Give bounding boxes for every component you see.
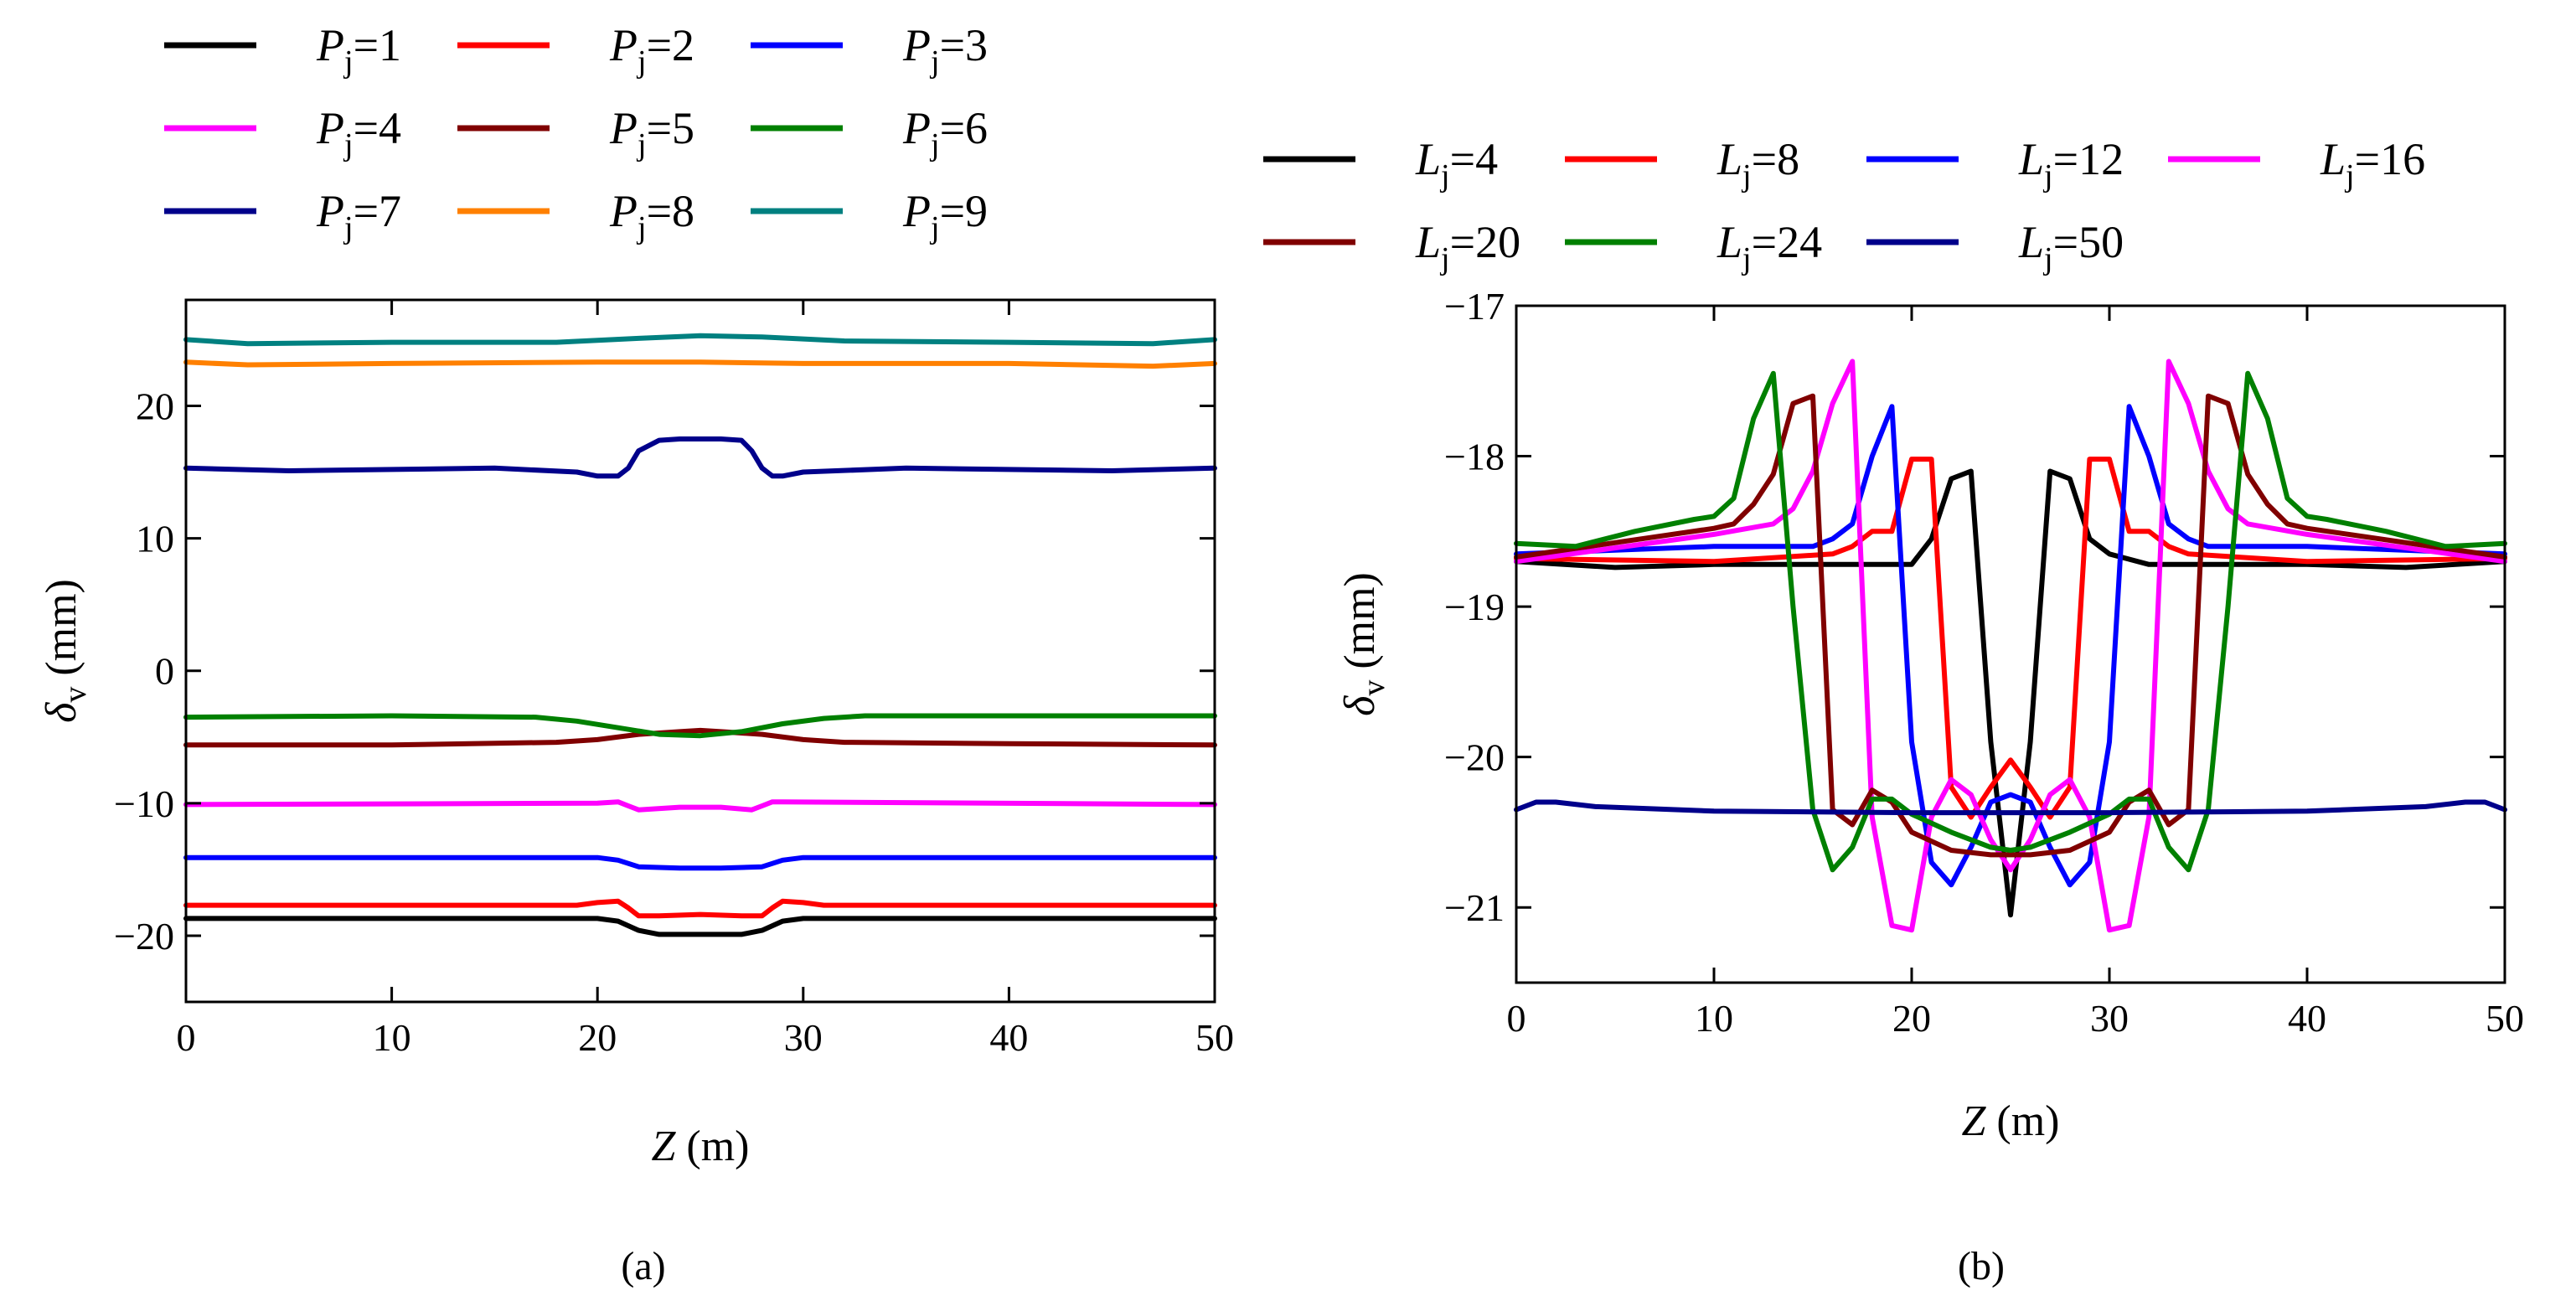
- legend-item: Pj=1: [164, 20, 401, 80]
- legend-item: Pj=2: [457, 20, 694, 80]
- x-tick-label: 50: [1195, 1016, 1234, 1059]
- y-tick-label: 0: [155, 650, 174, 693]
- legend-item: Lj=12: [1866, 134, 2124, 194]
- x-tick-label: 50: [2486, 997, 2524, 1040]
- series-line-pj-3: [183, 854, 1217, 871]
- legend-item: Pj=4: [164, 103, 401, 163]
- plot-a-ylabel: δv (mm): [38, 579, 93, 723]
- plot-b-ticks: 0 10 20 30 40 50 −21 −20 −19 −18 −17: [1444, 285, 2524, 1040]
- legend-item: Lj=20: [1263, 217, 1520, 276]
- y-tick-label: 20: [136, 385, 174, 427]
- series-line-pj-8: [183, 359, 1217, 369]
- legend-label: Pj=2: [609, 20, 694, 80]
- legend-label: Lj=50: [2018, 217, 2124, 276]
- series-line-lj-24: [1514, 370, 2507, 873]
- series-line-pj-4: [183, 799, 1217, 813]
- caption-a: (a): [621, 1244, 665, 1288]
- caption-b: (b): [1958, 1244, 2005, 1288]
- plot-b-ylabel: δv (mm): [1336, 572, 1391, 716]
- plot-a-frame: [184, 298, 1216, 1004]
- y-tick-label: −20: [114, 915, 174, 958]
- x-tick-label: 0: [177, 1016, 196, 1059]
- x-tick-label: 20: [578, 1016, 617, 1059]
- legend-a: Pj=1 Pj=2 Pj=3 Pj=4 Pj=5 Pj=6 Pj=7 Pj=8 Pj=9: [164, 20, 988, 245]
- y-tick-label: −19: [1444, 586, 1505, 628]
- legend-label: Pj=9: [902, 186, 988, 245]
- plot-a-xlabel: Z (m): [651, 1123, 749, 1170]
- series-line-pj-5: [183, 727, 1217, 748]
- y-tick-label: −10: [114, 782, 174, 825]
- plot-a-ticks: 0 10 20 30 40 50 −20 −10 0 10 20: [114, 300, 1234, 1059]
- series-line-lj-50: [1514, 799, 2507, 816]
- legend-label: Pj=1: [316, 20, 401, 80]
- legend-item: Lj=4: [1263, 134, 1498, 194]
- series-line-lj-12: [1514, 404, 2507, 888]
- plot-b-series: [1514, 359, 2507, 933]
- legend-label: Lj=4: [1415, 134, 1498, 194]
- series-line-pj-1: [183, 916, 1217, 937]
- series-line-pj-6: [183, 713, 1217, 739]
- legend-label: Pj=5: [609, 103, 694, 163]
- legend-item: Lj=8: [1565, 134, 1799, 194]
- x-tick-label: 40: [2288, 997, 2326, 1040]
- legend-item: Pj=7: [164, 186, 401, 245]
- series-line-lj-20: [1514, 393, 2507, 858]
- legend-label: Pj=8: [609, 186, 694, 245]
- x-tick-label: 30: [784, 1016, 823, 1059]
- series-line-lj-8: [1514, 457, 2507, 820]
- y-tick-label: −17: [1444, 285, 1505, 328]
- y-tick-label: −20: [1444, 736, 1505, 779]
- legend-label: Pj=7: [316, 186, 401, 245]
- plot-b-frame: [1515, 304, 2506, 984]
- legend-item: Pj=6: [751, 103, 988, 163]
- y-tick-label: −21: [1444, 886, 1505, 929]
- legend-label: Pj=4: [316, 103, 401, 163]
- y-tick-label: 10: [136, 518, 174, 560]
- legend-label: Lj=20: [1415, 217, 1520, 276]
- y-tick-label: −18: [1444, 436, 1505, 478]
- legend-label: Pj=3: [902, 20, 988, 80]
- x-tick-label: 20: [1892, 997, 1931, 1040]
- x-tick-label: 30: [2090, 997, 2129, 1040]
- legend-item: Lj=16: [2168, 134, 2425, 194]
- x-tick-label: 40: [989, 1016, 1028, 1059]
- legend-item: Pj=9: [751, 186, 988, 245]
- legend-item: Lj=24: [1565, 217, 1822, 276]
- legend-label: Lj=8: [1716, 134, 1799, 194]
- legend-item: Pj=3: [751, 20, 988, 80]
- panel-b: Lj=4 Lj=8 Lj=12 Lj=16 Lj=20 Lj=24 Lj=50 0 10 20 3…: [1263, 134, 2524, 1288]
- series-line-pj-7: [183, 436, 1217, 479]
- series-line-pj-2: [183, 898, 1217, 919]
- legend-item: Pj=5: [457, 103, 694, 163]
- x-tick-label: 10: [373, 1016, 411, 1059]
- legend-label: Lj=24: [1716, 217, 1822, 276]
- x-tick-label: 10: [1695, 997, 1733, 1040]
- series-line-lj-4: [1514, 468, 2507, 918]
- legend-item: Lj=50: [1866, 217, 2124, 276]
- series-line-pj-9: [183, 333, 1217, 347]
- legend-label: Pj=6: [902, 103, 988, 163]
- x-tick-label: 0: [1507, 997, 1526, 1040]
- legend-label: Lj=16: [2320, 134, 2425, 194]
- legend-b: Lj=4 Lj=8 Lj=12 Lj=16 Lj=20 Lj=24 Lj=50: [1263, 134, 2425, 276]
- plot-b-xlabel: Z (m): [1961, 1097, 2059, 1145]
- plot-a-series: [183, 333, 1217, 937]
- series-line-lj-16: [1514, 359, 2507, 933]
- legend-label: Lj=12: [2018, 134, 2124, 194]
- panel-a: Pj=1 Pj=2 Pj=3 Pj=4 Pj=5 Pj=6 Pj=7 Pj=8 Pj=9 0 10…: [38, 20, 1234, 1288]
- legend-item: Pj=8: [457, 186, 694, 245]
